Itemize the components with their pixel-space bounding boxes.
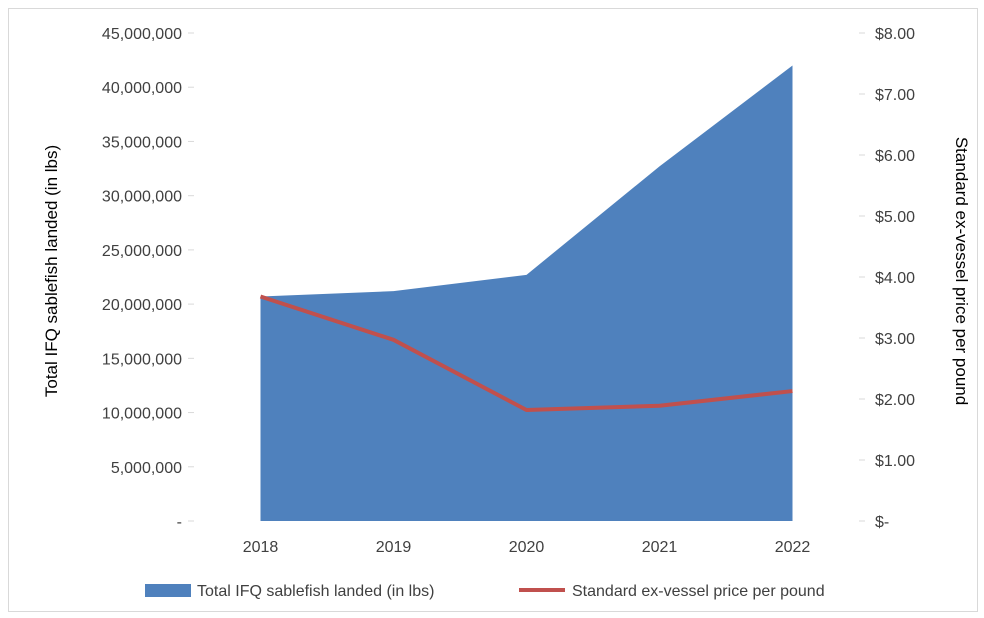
right-tick-label: $1.00 — [875, 453, 915, 470]
left-tick-label: 15,000,000 — [102, 351, 182, 368]
left-tick-label: 10,000,000 — [102, 406, 182, 423]
left-tick-label: 45,000,000 — [102, 26, 182, 43]
area-series-landed — [260, 65, 793, 522]
line-layer — [259, 294, 793, 412]
x-tick-label: 2020 — [509, 539, 545, 556]
legend: Total IFQ sablefish landed (in lbs) Stan… — [145, 583, 825, 600]
x-tick-label: 2022 — [775, 539, 811, 556]
chart-frame: - 5,000,000 10,000,000 15,000,000 20,000,000… — [8, 8, 978, 612]
x-tick-label: 2018 — [243, 539, 279, 556]
right-tick-label: $7.00 — [875, 87, 915, 104]
right-tick-label: $8.00 — [875, 26, 915, 43]
right-axis-title: Standard ex-vessel price per pound — [952, 137, 971, 405]
line-series-price — [259, 294, 793, 412]
right-tick-label: $6.00 — [875, 148, 915, 165]
left-tick-label: 40,000,000 — [102, 80, 182, 97]
left-tick-label: 20,000,000 — [102, 297, 182, 314]
left-tick-label: 25,000,000 — [102, 243, 182, 260]
right-tick-label: $3.00 — [875, 331, 915, 348]
x-tick-label: 2021 — [642, 539, 678, 556]
legend-swatch-area — [145, 584, 191, 597]
right-tick-label: $5.00 — [875, 209, 915, 226]
left-tick-label: 35,000,000 — [102, 134, 182, 151]
area-layer — [260, 65, 793, 522]
right-tick-label: $- — [875, 514, 889, 531]
right-axis-ticks: $- $1.00 $2.00 $3.00 $4.00 $5.00 $6.00 $7.00 $8.… — [859, 26, 915, 531]
legend-label-area: Total IFQ sablefish landed (in lbs) — [197, 583, 434, 600]
x-tick-label: 2019 — [376, 539, 412, 556]
left-axis-title: Total IFQ sablefish landed (in lbs) — [42, 145, 61, 397]
left-axis-ticks: - 5,000,000 10,000,000 15,000,000 20,000,000… — [102, 26, 194, 531]
right-tick-label: $2.00 — [875, 392, 915, 409]
x-axis-ticks: 2018 2019 2020 2021 2022 — [243, 539, 811, 556]
left-tick-label: - — [177, 514, 182, 531]
chart-svg: - 5,000,000 10,000,000 15,000,000 20,000,000… — [42, 26, 971, 600]
legend-label-line: Standard ex-vessel price per pound — [572, 583, 825, 600]
left-tick-label: 5,000,000 — [111, 460, 182, 477]
left-tick-label: 30,000,000 — [102, 189, 182, 206]
right-tick-label: $4.00 — [875, 270, 915, 287]
